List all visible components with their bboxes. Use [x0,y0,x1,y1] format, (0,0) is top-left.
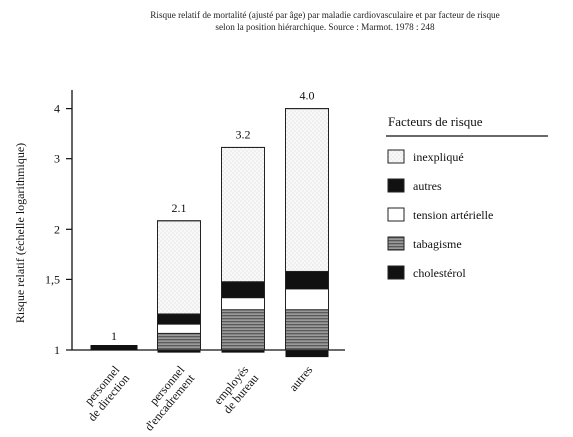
bar-outline [157,220,201,351]
bar-segment-autres [285,271,329,289]
bar-segment-autres [157,313,201,325]
y-tick-label: 1 [54,343,60,357]
y-axis-label: Risque relatif (échelle logarithmique) [13,143,27,323]
legend-label: tabagisme [413,237,462,251]
bar-direction [90,345,138,350]
x-category-label: employésde bureau [210,363,261,417]
bar-segment-cholestérol [221,350,265,353]
legend-label: autres [413,179,442,193]
legend-label: inexpliqué [413,150,464,164]
legend-title: Facteurs de risque [388,114,483,129]
legend-label: tension artérielle [413,208,493,222]
legend-swatch-autres [387,178,405,193]
y-tick-label: 4 [54,102,60,116]
x-category-label: autres [286,363,315,394]
chart-title: Risque relatif de mortalité (ajusté par … [90,9,560,33]
x-category-label: personnelde direction [75,362,133,424]
bar-outline [285,108,329,351]
y-tick-label: 1,5 [45,272,60,286]
legend-label: cholestérol [413,266,466,280]
y-tick-label: 2 [54,222,60,236]
y-tick-label: 3 [54,152,60,166]
bar-segment-tension-artérielle [157,323,201,334]
chart-title-line-2: selon la position hiérarchique. Source :… [215,22,435,32]
legend-swatch-tabagisme [387,236,405,251]
bar-segment-inexpliqué [285,108,329,272]
legend-swatch-cholestérol [387,265,405,280]
legend-swatch-inexpliqué [387,149,405,164]
bar-segment-inexpliqué [221,146,265,283]
x-category-label: personneld'encadrement [132,362,198,433]
bar-total-label: 3.2 [236,127,251,141]
bar-segment-tabagisme [221,309,265,350]
chart-title-line-1: Risque relatif de mortalité (ajusté par … [150,10,500,20]
bar-segment-autres [221,281,265,298]
bar-outline [221,146,265,351]
bar-total-label: 2.1 [172,201,187,215]
bar-segment-tabagisme [285,309,329,350]
bar-segment-tabagisme [157,333,201,350]
legend-swatch-tension-artérielle [387,207,405,222]
bar-segment-cholestérol [285,350,329,358]
bar-total-label: 4.0 [300,89,315,103]
bar-segment-inexpliqué [157,220,201,315]
bar-segment-tension-artérielle [285,288,329,311]
bar-segment-tension-artérielle [221,297,265,311]
bar-total-label: 1 [111,329,117,343]
bar-segment-cholestérol [157,350,201,353]
